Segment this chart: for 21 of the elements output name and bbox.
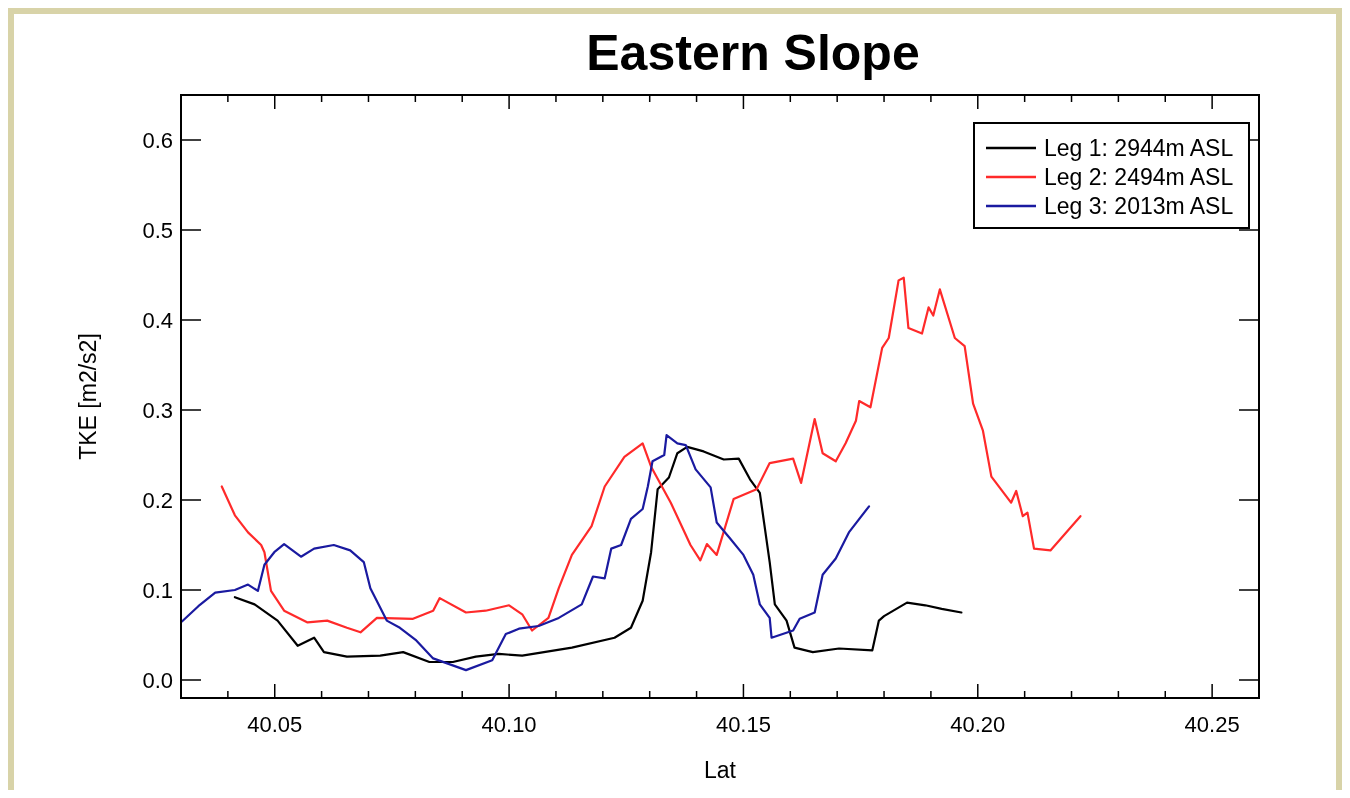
legend-label: Leg 2: 2494m ASL <box>1044 164 1234 190</box>
chart-title: Eastern Slope <box>586 25 920 81</box>
line-series <box>233 445 963 664</box>
line-series <box>220 276 1082 634</box>
x-tick-label: 40.05 <box>247 712 303 737</box>
y-tick-label: 0.1 <box>142 577 173 603</box>
x-tick-label: 40.20 <box>950 712 1006 737</box>
y-tick-label: 0.4 <box>142 307 173 333</box>
y-tick-label: 0.3 <box>142 397 173 423</box>
x-axis-title: Lat <box>704 757 737 783</box>
y-tick-label: 0.2 <box>142 487 173 513</box>
line-series <box>180 434 871 672</box>
legend-label: Leg 1: 2944m ASL <box>1044 135 1234 161</box>
x-tick-label: 40.25 <box>1184 712 1240 737</box>
y-tick-label: 0.0 <box>142 667 173 693</box>
x-tick-label: 40.10 <box>481 712 537 737</box>
y-tick-label: 0.6 <box>142 127 173 153</box>
legend-label: Leg 3: 2013m ASL <box>1044 193 1234 219</box>
y-tick-label: 0.5 <box>142 217 173 243</box>
x-tick-label: 40.15 <box>715 712 771 737</box>
y-axis-title: TKE [m2/s2] <box>75 333 101 460</box>
